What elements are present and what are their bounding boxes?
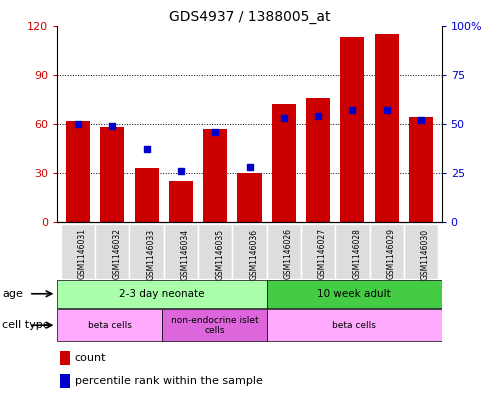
Bar [267, 309, 442, 341]
Bar [266, 224, 301, 279]
Bar [238, 173, 261, 222]
Bar [306, 97, 330, 222]
Bar [57, 280, 267, 308]
Text: GSM1146032: GSM1146032 [112, 228, 121, 279]
Bar [60, 374, 70, 388]
Text: GSM1146027: GSM1146027 [318, 228, 327, 279]
Text: GSM1146031: GSM1146031 [78, 228, 87, 279]
Bar [169, 181, 193, 222]
Bar [203, 129, 227, 222]
Bar [404, 224, 438, 279]
Point [143, 146, 151, 152]
Point [417, 117, 425, 123]
Bar [409, 117, 433, 222]
Bar [95, 224, 129, 279]
Point [211, 129, 219, 135]
Point [314, 113, 322, 119]
Bar [335, 224, 370, 279]
Point [246, 164, 253, 170]
Text: GSM1146028: GSM1146028 [352, 228, 361, 279]
Text: GDS4937 / 1388005_at: GDS4937 / 1388005_at [169, 10, 330, 24]
Text: non-endocrine islet
cells: non-endocrine islet cells [171, 316, 258, 335]
Point [108, 123, 116, 129]
Bar [233, 224, 266, 279]
Bar [198, 224, 233, 279]
Bar [129, 224, 164, 279]
Bar [301, 224, 335, 279]
Text: 2-3 day neonate: 2-3 day neonate [119, 289, 205, 299]
Text: beta cells: beta cells [88, 321, 132, 330]
Point [348, 107, 356, 113]
Bar [267, 280, 442, 308]
Bar [340, 37, 364, 222]
Point [74, 121, 82, 127]
Bar [162, 309, 267, 341]
Bar [66, 121, 90, 222]
Text: GSM1146033: GSM1146033 [147, 228, 156, 279]
Text: count: count [75, 353, 106, 363]
Text: GSM1146034: GSM1146034 [181, 228, 190, 279]
Text: beta cells: beta cells [332, 321, 376, 330]
Bar [164, 224, 198, 279]
Bar [57, 309, 162, 341]
Bar [272, 104, 296, 222]
Text: GSM1146030: GSM1146030 [421, 228, 430, 279]
Point [383, 107, 391, 113]
Text: age: age [2, 289, 23, 299]
Bar [100, 127, 124, 222]
Text: cell type: cell type [2, 320, 50, 330]
Bar [135, 168, 159, 222]
Point [280, 115, 288, 121]
Text: GSM1146035: GSM1146035 [215, 228, 224, 279]
Text: percentile rank within the sample: percentile rank within the sample [75, 376, 262, 386]
Bar [60, 351, 70, 365]
Text: GSM1146029: GSM1146029 [387, 228, 396, 279]
Bar [375, 34, 399, 222]
Text: GSM1146036: GSM1146036 [250, 228, 258, 279]
Text: GSM1146026: GSM1146026 [284, 228, 293, 279]
Point [177, 168, 185, 174]
Text: 10 week adult: 10 week adult [317, 289, 391, 299]
Bar [61, 224, 95, 279]
Bar [370, 224, 404, 279]
